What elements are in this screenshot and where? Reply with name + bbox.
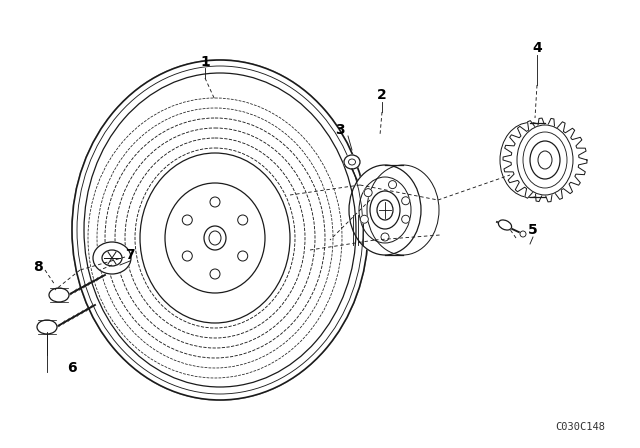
- Ellipse shape: [165, 183, 265, 293]
- Text: 5: 5: [528, 223, 538, 237]
- Ellipse shape: [37, 320, 57, 334]
- Ellipse shape: [93, 242, 131, 274]
- Text: 1: 1: [200, 55, 210, 69]
- Circle shape: [520, 231, 526, 237]
- Circle shape: [360, 215, 369, 223]
- Circle shape: [182, 251, 192, 261]
- Ellipse shape: [367, 165, 439, 255]
- Text: 3: 3: [335, 123, 345, 137]
- Circle shape: [210, 269, 220, 279]
- Ellipse shape: [84, 73, 356, 387]
- Ellipse shape: [102, 250, 122, 266]
- Circle shape: [402, 215, 410, 223]
- Polygon shape: [503, 118, 587, 202]
- Circle shape: [402, 197, 410, 205]
- Ellipse shape: [344, 155, 360, 169]
- Ellipse shape: [204, 226, 226, 250]
- Text: 8: 8: [33, 260, 43, 274]
- Text: 6: 6: [67, 361, 77, 375]
- Ellipse shape: [517, 125, 573, 195]
- Ellipse shape: [49, 288, 69, 302]
- Circle shape: [381, 233, 389, 241]
- Circle shape: [210, 197, 220, 207]
- Text: 2: 2: [377, 88, 387, 102]
- Circle shape: [237, 215, 248, 225]
- Ellipse shape: [209, 231, 221, 245]
- Ellipse shape: [72, 60, 368, 400]
- Ellipse shape: [377, 200, 393, 220]
- Ellipse shape: [530, 141, 560, 179]
- Text: C030C148: C030C148: [555, 422, 605, 432]
- Ellipse shape: [538, 151, 552, 169]
- Ellipse shape: [499, 220, 511, 230]
- Text: 4: 4: [532, 41, 542, 55]
- Ellipse shape: [140, 153, 290, 323]
- Text: 7: 7: [125, 248, 135, 262]
- Circle shape: [237, 251, 248, 261]
- Ellipse shape: [500, 122, 560, 198]
- Ellipse shape: [349, 165, 421, 255]
- Circle shape: [182, 215, 192, 225]
- Ellipse shape: [370, 191, 400, 229]
- Ellipse shape: [349, 159, 355, 165]
- Circle shape: [364, 189, 372, 197]
- Circle shape: [388, 181, 397, 189]
